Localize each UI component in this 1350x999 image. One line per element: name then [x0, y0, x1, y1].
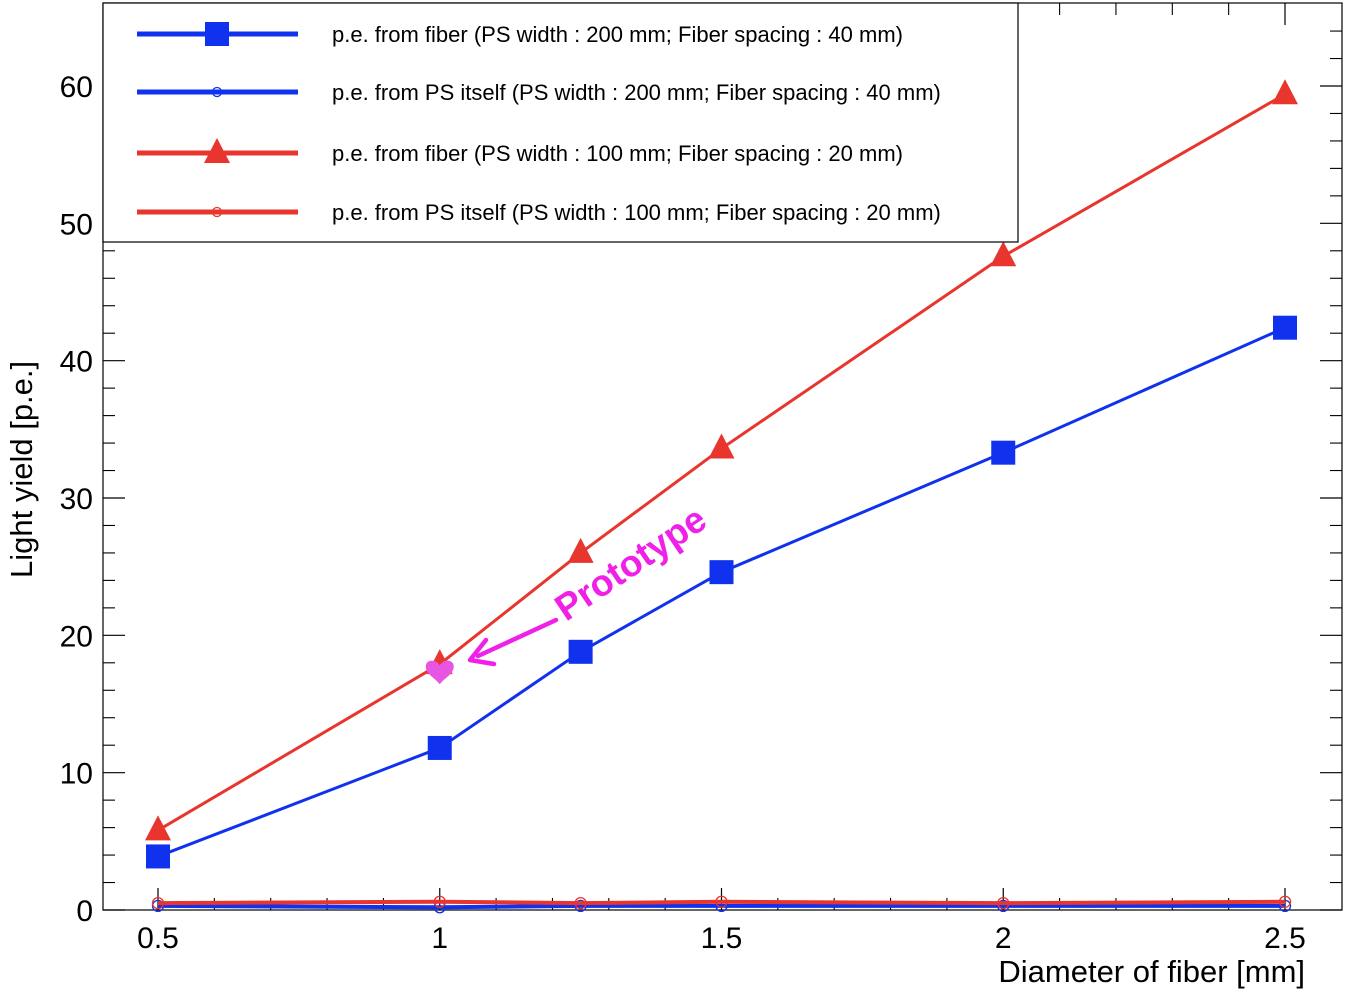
- prototype-arrow-shaft: [475, 617, 559, 659]
- data-point-s0-5: [1273, 315, 1297, 340]
- data-point-s1-5: [1278, 899, 1292, 913]
- x-tick-label: 1.5: [701, 922, 743, 955]
- legend-marker-3: [211, 206, 223, 218]
- prototype-arrow-head: [467, 637, 497, 667]
- data-point-s3-4: [997, 896, 1010, 910]
- legend-marker-2: [204, 138, 230, 163]
- data-point-s0-1: [427, 735, 452, 760]
- legend-marker-1: [211, 86, 223, 98]
- x-axis-label: Diameter of fiber [mm]: [998, 954, 1305, 989]
- series-line-3: [157, 899, 1286, 906]
- legend-box: [102, 2, 1019, 243]
- data-point-s0-2: [568, 639, 593, 664]
- y-axis-label: Light yield [p.e.]: [4, 361, 39, 578]
- y-tick-label: 10: [60, 758, 93, 791]
- y-tick-label: 60: [60, 71, 93, 104]
- data-point-s2-4: [990, 241, 1017, 267]
- data-point-s0-3: [709, 560, 734, 585]
- prototype-heart-marker: [425, 660, 454, 685]
- y-tick-label: 0: [76, 895, 93, 928]
- y-tick-label: 30: [60, 483, 93, 516]
- data-point-s2-2: [567, 537, 594, 563]
- legend: p.e. from fiber (PS width : 200 mm; Fibe…: [102, 2, 1019, 243]
- y-tick-label: 40: [60, 346, 93, 379]
- legend-label-2: p.e. from fiber (PS width : 100 mm; Fibe…: [332, 141, 903, 166]
- x-tick-label: 2: [995, 922, 1012, 955]
- data-point-s0-0: [146, 844, 170, 869]
- legend-marker-0: [205, 22, 229, 46]
- y-tick-label: 50: [60, 208, 93, 241]
- y-tick-label: 20: [60, 620, 93, 653]
- data-point-s3-5: [1278, 895, 1292, 908]
- legend-label-1: p.e. from PS itself (PS width : 200 mm; …: [332, 80, 941, 105]
- legend-label-0: p.e. from fiber (PS width : 200 mm; Fibe…: [332, 22, 903, 47]
- legend-label-3: p.e. from PS itself (PS width : 100 mm; …: [332, 200, 941, 225]
- data-point-s3-1: [433, 895, 446, 908]
- series-layer: [145, 79, 1298, 914]
- data-point-s3-0: [151, 896, 165, 910]
- data-point-s2-3: [708, 433, 735, 459]
- series-line-0: [157, 326, 1286, 858]
- data-point-s3-3: [715, 895, 728, 908]
- x-tick-label: 0.5: [137, 922, 179, 955]
- data-point-s2-0: [145, 815, 171, 841]
- series-line-2: [157, 92, 1286, 832]
- data-point-s3-2: [574, 896, 587, 910]
- data-point-s2-5: [1272, 79, 1298, 105]
- data-point-s0-4: [991, 440, 1016, 465]
- x-tick-label: 2.5: [1264, 922, 1306, 955]
- series-line-1: [157, 903, 1285, 910]
- x-tick-label: 1: [431, 922, 448, 955]
